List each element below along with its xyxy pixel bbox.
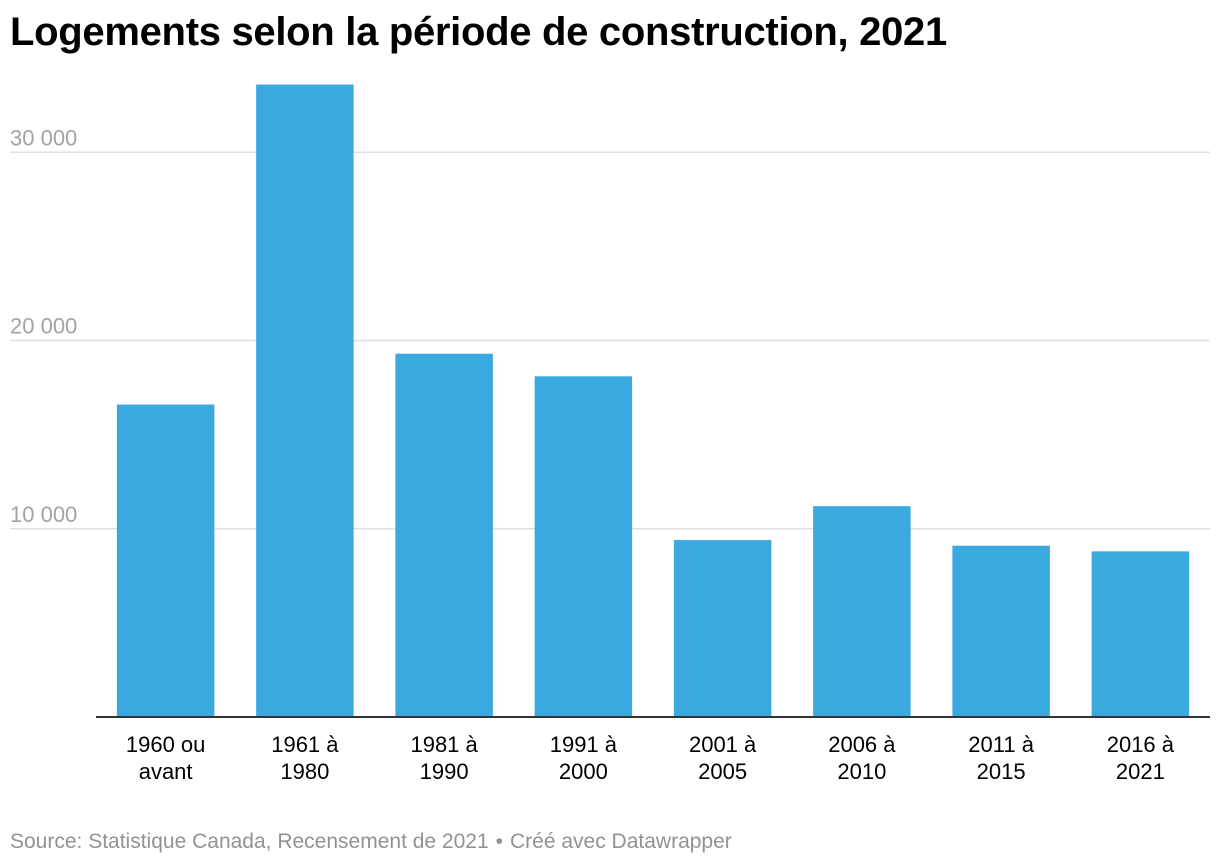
- x-tick-label: 1961 à 1980: [271, 732, 339, 784]
- y-tick-label: 10 000: [10, 502, 77, 527]
- chart-title: Logements selon la période de constructi…: [10, 10, 947, 54]
- bar: [952, 545, 1050, 717]
- bar: [116, 404, 215, 717]
- footer-separator: •: [495, 830, 504, 853]
- chart-footer: Source: Statistique Canada, Recensement …: [10, 830, 732, 854]
- x-tick-label: 1981 à 1990: [410, 732, 478, 784]
- x-axis-tick-labels: 1960 ou avant 1961 à 1980 1981 à 1990 1991 à 20…: [126, 732, 1175, 784]
- source-note: Source: Statistique Canada, Recensement …: [10, 830, 489, 853]
- bar: [813, 506, 911, 717]
- bars: [116, 84, 1190, 717]
- credit-note: Créé avec Datawrapper: [510, 830, 732, 853]
- x-tick-label: 2001 à 2005: [689, 732, 757, 784]
- y-axis-tick-labels: 10 000 20 000 30 000: [10, 125, 77, 526]
- y-tick-label: 20 000: [10, 314, 77, 339]
- x-tick-label: 2006 à 2010: [828, 732, 896, 784]
- y-tick-label: 30 000: [10, 125, 77, 150]
- x-tick-label: 2016 à 2021: [1107, 732, 1175, 784]
- bar: [395, 353, 493, 717]
- bar: [534, 376, 633, 717]
- x-tick-label: 1991 à 2000: [550, 732, 618, 784]
- bar: [256, 84, 354, 717]
- x-tick-label: 2011 à 2015: [968, 732, 1034, 784]
- x-tick-label: 1960 ou avant: [126, 732, 206, 784]
- bar: [1091, 551, 1190, 717]
- bar: [673, 540, 772, 717]
